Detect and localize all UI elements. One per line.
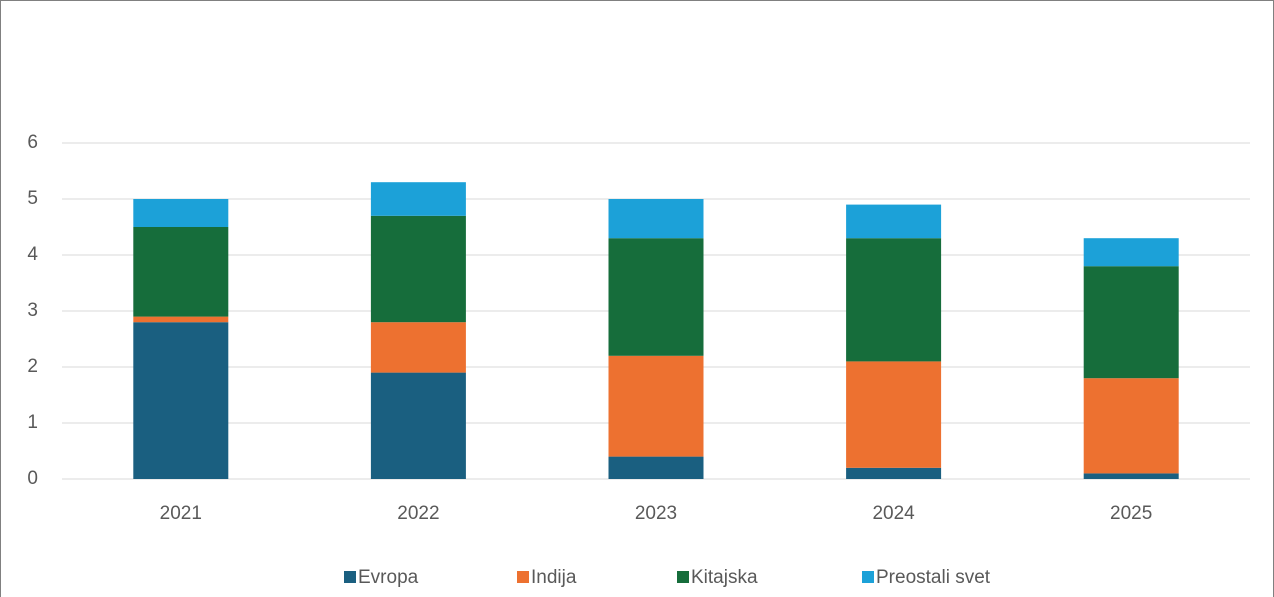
bar-segment (846, 204, 942, 239)
bar-segment (133, 322, 229, 479)
x-tick-label: 2024 (872, 503, 915, 524)
bar-segment (846, 238, 942, 362)
bar-segment (608, 355, 704, 457)
bar-segment (370, 182, 466, 216)
bar-segment (370, 322, 466, 373)
legend-label: Evropa (358, 567, 419, 588)
y-tick-label: 4 (27, 244, 38, 265)
x-tick-label: 2022 (397, 503, 439, 524)
y-tick-label: 1 (27, 412, 38, 433)
bar-segment (133, 199, 229, 227)
legend-swatch (344, 571, 356, 583)
bar-segment (846, 361, 942, 468)
bar-segment (133, 227, 229, 317)
y-tick-label: 0 (27, 468, 38, 489)
bar-segment (846, 467, 942, 479)
bar-segment (1083, 473, 1179, 479)
y-tick-label: 3 (27, 300, 38, 321)
bar-segment (370, 372, 466, 479)
legend-swatch (677, 571, 689, 583)
x-tick-label: 2021 (160, 503, 202, 524)
bar-segment (608, 456, 704, 479)
legend-label: Preostali svet (876, 567, 991, 588)
y-tick-label: 2 (27, 356, 38, 377)
y-tick-label: 6 (27, 132, 38, 153)
y-tick-label: 5 (27, 188, 38, 209)
bar-segment (370, 215, 466, 323)
bar-segment (1083, 266, 1179, 379)
legend-label: Kitajska (691, 567, 758, 588)
legend-swatch (862, 571, 874, 583)
bar-segment (608, 199, 704, 239)
bar-segment (608, 238, 704, 356)
x-tick-label: 2023 (635, 503, 677, 524)
bar-segment (133, 316, 229, 323)
x-tick-label: 2025 (1110, 503, 1152, 524)
bar-segment (1083, 378, 1179, 474)
bar-segment (1083, 238, 1179, 267)
legend-label: Indija (531, 567, 577, 588)
legend-swatch (517, 571, 529, 583)
